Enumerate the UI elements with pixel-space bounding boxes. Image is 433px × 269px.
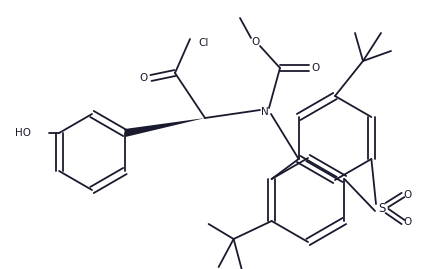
Text: O: O xyxy=(404,217,412,227)
Text: O: O xyxy=(404,190,412,200)
Text: HO: HO xyxy=(15,128,31,138)
Text: O: O xyxy=(311,63,319,73)
Polygon shape xyxy=(124,118,205,137)
Text: S: S xyxy=(378,201,386,214)
Text: O: O xyxy=(139,73,147,83)
Text: N: N xyxy=(261,107,269,117)
Text: O: O xyxy=(251,37,259,47)
Text: Cl: Cl xyxy=(198,38,208,48)
